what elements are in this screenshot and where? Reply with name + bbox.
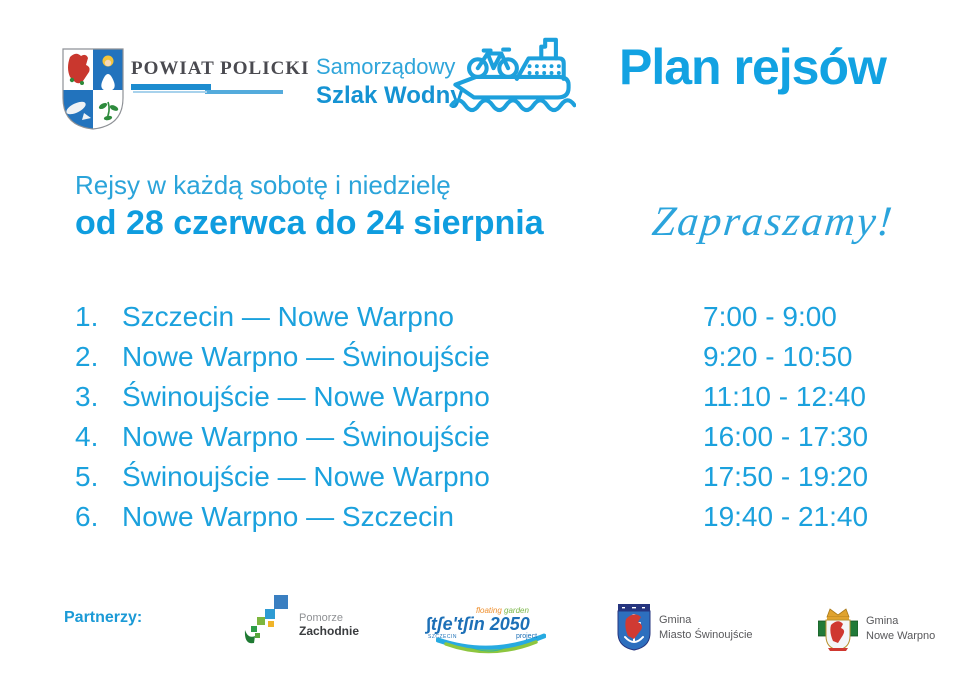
szczecin-floating-garden-text: floating garden <box>476 606 529 615</box>
schedule-row: 5. Świnoujście — Nowe Warpno 17:50 - 19:… <box>75 461 905 501</box>
swinoujscie-crest-icon <box>617 604 651 651</box>
schedule-row: 4. Nowe Warpno — Świnoujście 16:00 - 17:… <box>75 421 905 461</box>
nowe-warpno-line1: Gmina <box>866 615 899 628</box>
powiat-policki-name: POWIAT POLICKI <box>131 58 310 79</box>
route-time: 17:50 - 19:20 <box>703 461 869 492</box>
route-name: Szczecin — Nowe Warpno <box>122 301 454 332</box>
pomorze-zachodnie-icon <box>244 595 288 644</box>
szczecin-project-text: project <box>516 633 538 640</box>
swinoujscie-line2: Miasto Świnoujście <box>659 628 753 641</box>
route-number: 5. <box>75 461 99 492</box>
schedule-row: 2. Nowe Warpno — Świnoujście 9:20 - 10:5… <box>75 341 905 381</box>
intro-date-range: od 28 czerwca do 24 sierpnia <box>75 204 544 242</box>
szlak-wodny-line2: Szlak Wodny <box>316 82 464 109</box>
intro-subtitle: Rejsy w każdą sobotę i niedzielę <box>75 170 451 200</box>
route-name: Świnoujście — Nowe Warpno <box>122 461 490 492</box>
partner-gmina-swinoujscie: Gmina Miasto Świnoujście <box>617 604 753 651</box>
partner-szczecin-2050: floating garden ∫tʃe'tʃin 2050 project S… <box>418 600 563 662</box>
partner-pomorze-zachodnie: Pomorze Zachodnie <box>243 594 359 646</box>
route-number: 1. <box>75 301 99 332</box>
schedule-row: 3. Świnoujście — Nowe Warpno 11:10 - 12:… <box>75 381 905 421</box>
route-number: 4. <box>75 421 99 452</box>
route-name: Świnoujście — Nowe Warpno <box>122 381 490 412</box>
powiat-policki-crest-icon <box>62 48 124 130</box>
route-name: Nowe Warpno — Świnoujście <box>122 341 490 372</box>
schedule-row: 1. Szczecin — Nowe Warpno 7:00 - 9:00 <box>75 301 905 341</box>
schedule-row: 6. Nowe Warpno — Szczecin 19:40 - 21:40 <box>75 501 905 541</box>
szlak-wodny-line1: Samorządowy <box>316 54 456 79</box>
route-number: 3. <box>75 381 99 412</box>
szczecin-mini-label: SZCZECIN <box>428 634 457 640</box>
nowe-warpno-line2: Nowe Warpno <box>866 630 936 642</box>
route-number: 2. <box>75 341 99 372</box>
route-time: 7:00 - 9:00 <box>703 301 837 332</box>
szlak-wodny-logo: Samorządowy Szlak Wodny <box>316 54 464 110</box>
nowe-warpno-crest-icon <box>818 608 858 651</box>
page-title: Plan rejsów <box>619 39 887 95</box>
greeting-script-text: Zapraszamy! <box>649 199 897 245</box>
partner-gmina-nowe-warpno: Gmina Nowe Warpno <box>818 606 935 652</box>
route-time: 19:40 - 21:40 <box>703 501 869 532</box>
partners-label: Partnerzy: <box>64 609 143 626</box>
pomorze-line1: Pomorze <box>299 612 344 624</box>
route-number: 6. <box>75 501 99 532</box>
powiat-policki-logo: POWIAT POLICKI <box>131 58 310 98</box>
szczecin-wordmark: ∫tʃe'tʃin 2050 <box>426 614 530 634</box>
cruise-schedule-list: 1. Szczecin — Nowe Warpno 7:00 - 9:00 2.… <box>75 301 905 541</box>
ferry-with-bicycle-icon <box>449 37 576 113</box>
pomorze-line2: Zachodnie <box>299 624 360 638</box>
route-time: 9:20 - 10:50 <box>703 341 853 372</box>
swinoujscie-line1: Gmina <box>659 613 692 626</box>
route-time: 11:10 - 12:40 <box>703 381 866 412</box>
route-name: Nowe Warpno — Szczecin <box>122 501 454 532</box>
powiat-ribbon-underline <box>131 84 283 98</box>
szczecin-wave-icon <box>436 633 546 654</box>
route-name: Nowe Warpno — Świnoujście <box>122 421 490 452</box>
route-time: 16:00 - 17:30 <box>703 421 869 452</box>
